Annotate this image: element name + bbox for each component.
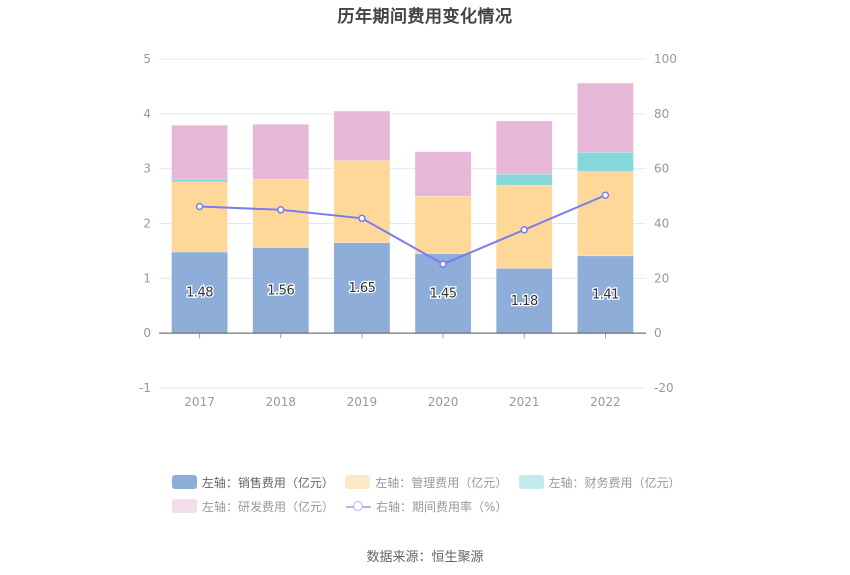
bar-data-label: 1.18	[511, 294, 538, 309]
right-tick-label: -20	[654, 381, 674, 395]
bar-data-label: 1.65	[348, 281, 375, 296]
bar-segment-2021-s2	[496, 173, 553, 186]
x-tick-label: 2022	[590, 395, 621, 409]
bar-data-label: 1.48	[186, 286, 213, 301]
legend-swatch-rnd	[172, 499, 197, 513]
chart-title: 历年期间费用变化情况	[337, 7, 513, 27]
legend-label: 右轴：期间费用率（%）	[376, 499, 508, 514]
bar-segment-2017-s2	[171, 178, 228, 183]
data-labels: 1.48 1.56 1.65 1.45 1.18 1.41	[185, 280, 621, 310]
legend-item-rate[interactable]: 右轴：期间费用率（%）	[346, 498, 507, 515]
right-tick-label: 100	[654, 52, 677, 66]
legend-line-circle-icon	[346, 499, 372, 513]
left-tick-label: 2	[143, 217, 151, 231]
rate-point-2020	[439, 260, 447, 268]
x-tick-label: 2021	[509, 395, 540, 409]
right-tick-label: 0	[654, 326, 662, 340]
bar-segment-2017-s1	[171, 181, 228, 253]
bar-segment-2021-s0	[496, 268, 553, 334]
right-tick-label: 60	[654, 162, 669, 176]
rate-point-2018	[277, 206, 285, 214]
bar-segment-2022-s3	[577, 82, 634, 153]
bar-segment-2021-s3	[496, 120, 553, 175]
left-tick-label: -1	[139, 381, 151, 395]
right-tick-label: 20	[654, 271, 669, 285]
bar-segment-2018-s3	[252, 124, 309, 180]
left-tick-label: 5	[143, 52, 151, 66]
bar-segment-2017-s0	[171, 251, 228, 334]
rate-point-2017	[195, 202, 204, 211]
bar-series	[171, 82, 634, 334]
legend-item-rnd[interactable]: 左轴：研发费用（亿元）	[172, 498, 334, 515]
bar-data-label: 1.45	[430, 286, 457, 301]
rate-point-2022	[601, 191, 610, 200]
rate-line	[199, 194, 606, 266]
rate-line-series	[195, 191, 610, 268]
rate-point-2019	[358, 214, 366, 223]
legend-label: 左轴：财务费用（亿元）	[548, 475, 681, 490]
legend: 左轴：销售费用（亿元） 左轴：管理费用（亿元） 左轴：财务费用（亿元） 左轴：研…	[172, 470, 692, 518]
bar-segment-2017-s3	[171, 125, 228, 180]
legend-label: 左轴：管理费用（亿元）	[375, 475, 508, 490]
left-axis: -1 0 1 2 3 4 5	[139, 52, 151, 395]
legend-swatch-management	[345, 475, 371, 489]
bar-segment-2022-s2	[577, 151, 634, 172]
left-tick-label: 4	[143, 107, 151, 121]
left-tick-label: 3	[143, 162, 151, 176]
bar-data-label: 1.56	[267, 283, 294, 298]
bar-segment-2020-s3	[414, 151, 472, 197]
right-tick-label: 80	[654, 107, 669, 121]
x-tick-label: 2018	[265, 395, 296, 409]
legend-item-sales[interactable]: 左轴：销售费用（亿元）	[172, 474, 334, 491]
left-tick-label: 0	[143, 326, 151, 340]
x-tick-label: 2020	[428, 395, 459, 409]
bar-segment-2022-s0	[577, 255, 634, 334]
legend-swatch-finance	[518, 475, 544, 489]
rate-point-2021	[520, 226, 528, 234]
x-tick-label: 2019	[347, 395, 378, 409]
bar-segment-2019-s3	[333, 110, 391, 161]
bar-data-label: 1.41	[592, 288, 619, 303]
legend-label: 左轴：研发费用（亿元）	[202, 499, 335, 514]
x-tick-label: 2017	[184, 395, 215, 409]
data-source: 数据来源：恒生聚源	[366, 550, 484, 565]
bar-segment-2022-s1	[577, 171, 634, 257]
legend-label: 左轴：销售费用（亿元）	[201, 475, 334, 490]
legend-item-finance[interactable]: 左轴：财务费用（亿元）	[518, 474, 681, 491]
right-tick-label: 40	[654, 217, 669, 231]
x-axis: 2017 2018 2019 2020 2021 2022	[159, 332, 646, 409]
legend-swatch-sales	[172, 475, 197, 489]
bar-segment-2020-s1	[414, 195, 472, 254]
left-tick-label: 1	[143, 271, 151, 285]
chart-plot: -1 0 1 2 3 4 5 -20 0 20 40 60 80 100 2017 2018 2019 202…	[139, 52, 677, 409]
legend-item-management[interactable]: 左轴：管理费用（亿元）	[345, 474, 508, 491]
right-axis: -20 0 20 40 60 80 100	[654, 52, 677, 395]
grid-lines	[159, 58, 646, 389]
bar-segment-2019-s0	[333, 242, 391, 334]
